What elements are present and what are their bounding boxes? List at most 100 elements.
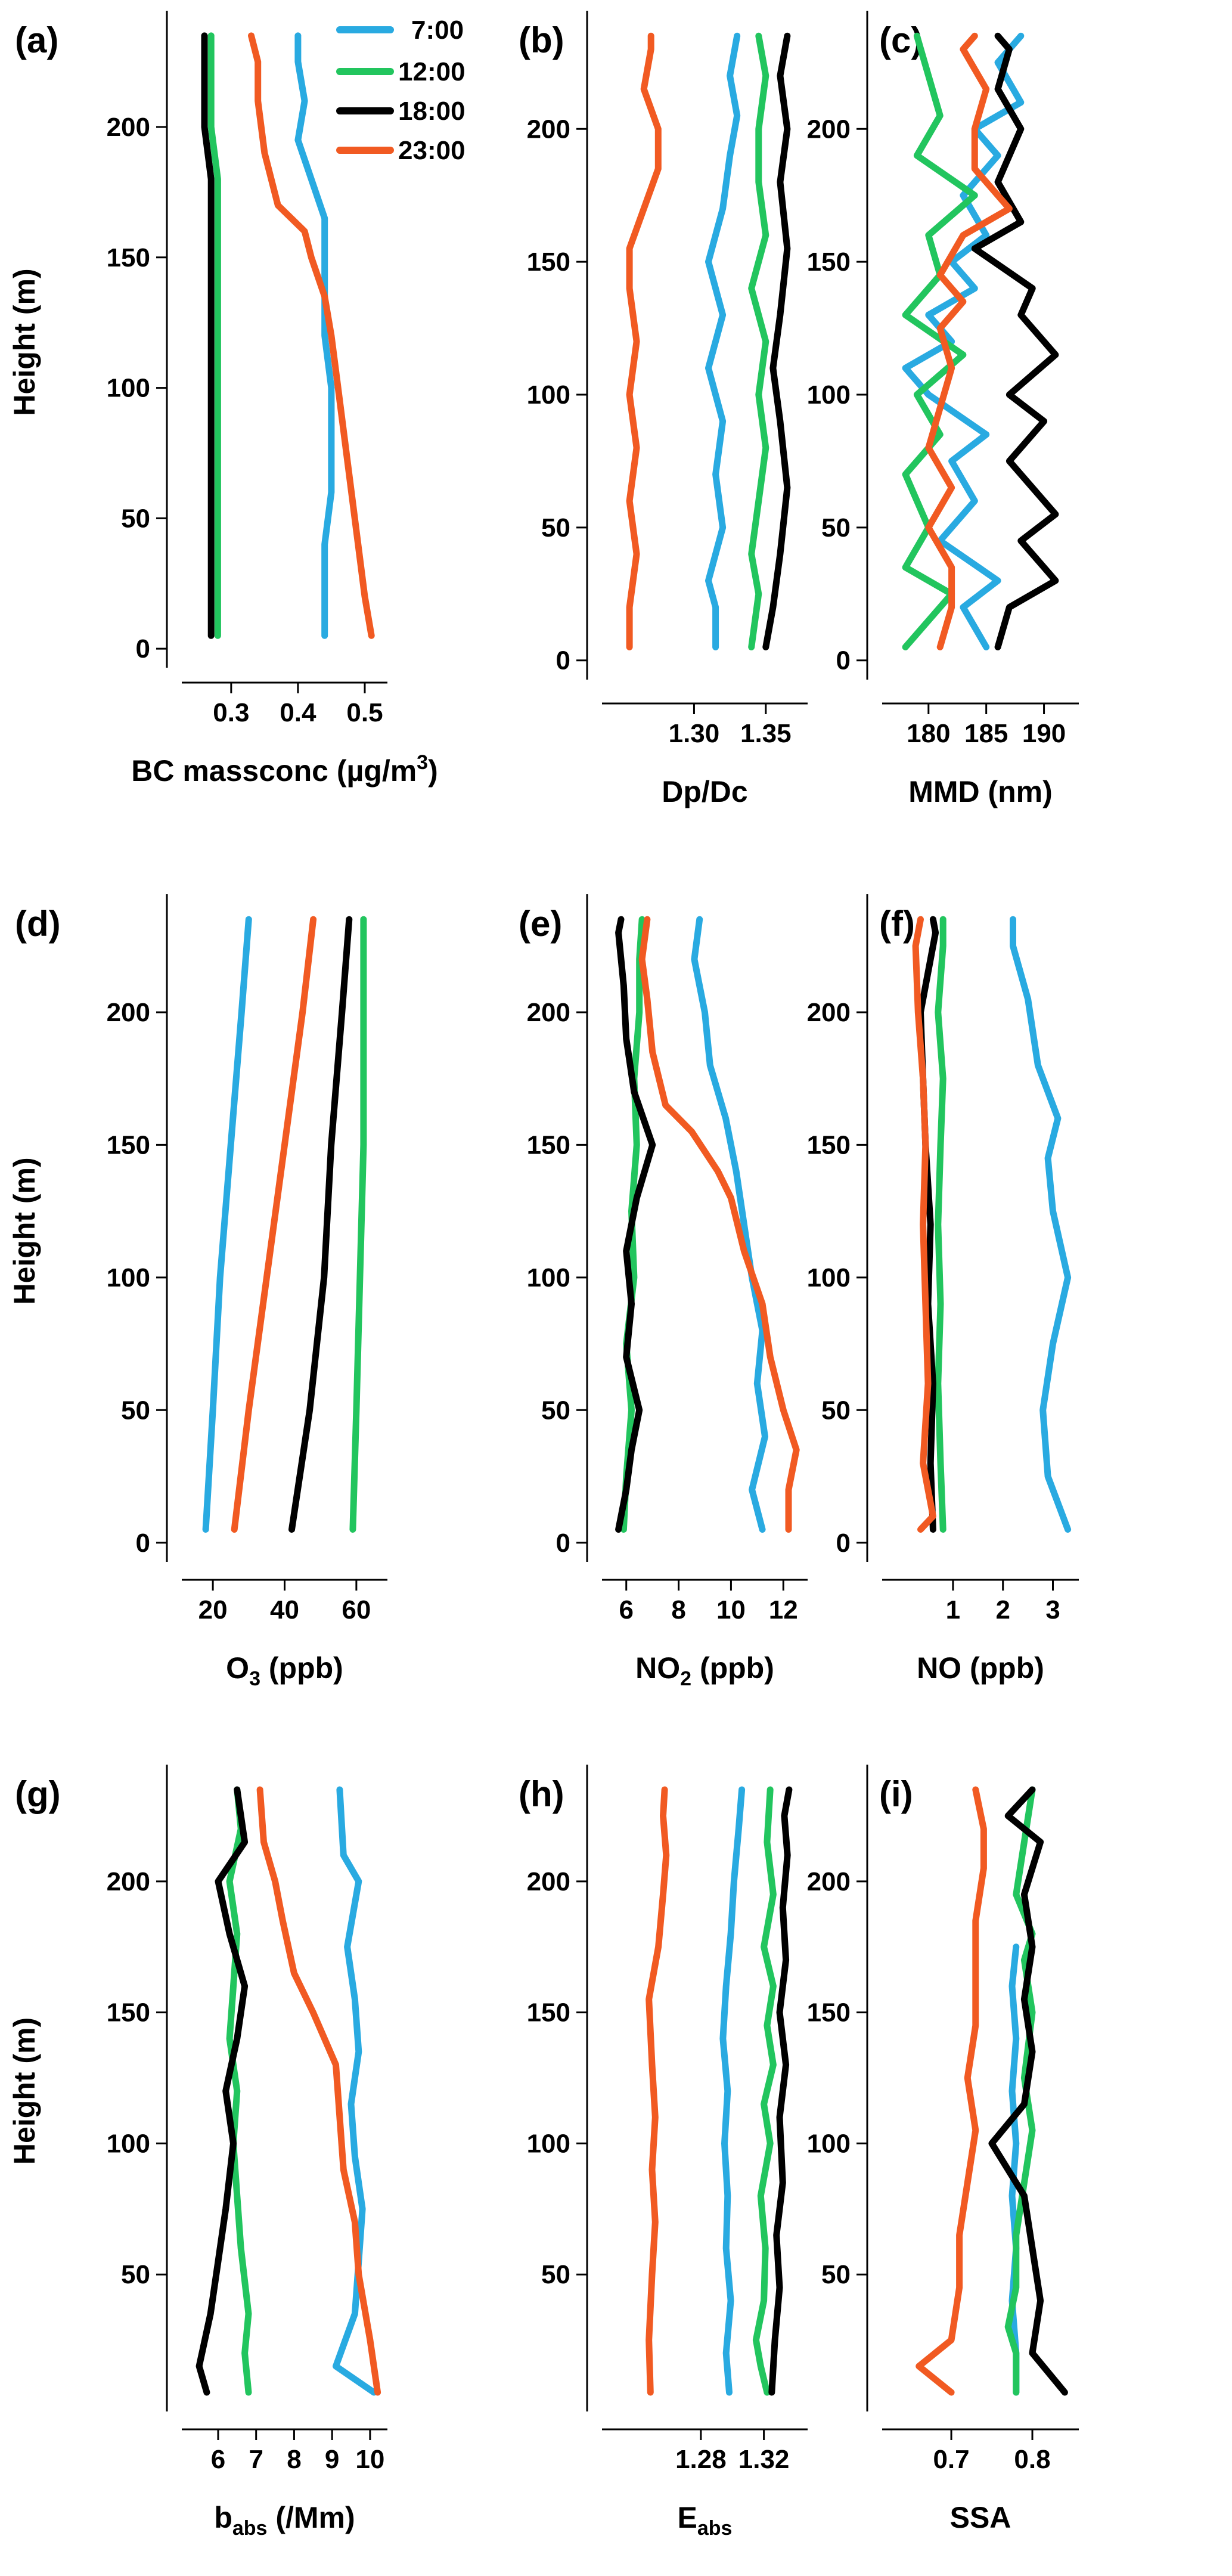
panel-b: (b) 0 50 100 150 200 1.30 1.35 Dp/Dc (519, 11, 808, 808)
legend-label-18-00: 18:00 (398, 97, 466, 126)
y-tick-label: 150 (107, 1998, 150, 2028)
x-axis-title: babs (/Mm) (214, 2501, 355, 2540)
series-line-12-00 (752, 1786, 777, 2396)
x-axis-title: NO2 (ppb) (635, 1651, 774, 1690)
y-tick-label: 100 (527, 380, 570, 410)
panel-label: (i) (879, 1774, 913, 1814)
series-line-12-00 (748, 32, 769, 650)
series-line-7-00 (691, 916, 768, 1533)
x-tick-label: 2 (995, 1595, 1010, 1625)
series-line-23-00 (646, 1786, 670, 2396)
y-tick-label: 200 (107, 998, 150, 1027)
series-line-12-00 (1004, 1786, 1036, 2396)
y-tick-label: 200 (527, 998, 570, 1027)
series-line-7-00 (719, 1786, 746, 2396)
x-tick-label: 12 (769, 1595, 798, 1625)
y-tick-label: 150 (807, 1998, 851, 2028)
panel-label: (e) (519, 904, 562, 944)
x-tick-label: 0.7 (933, 2445, 969, 2474)
panel-label: (a) (15, 20, 58, 60)
x-axis-title: NO (ppb) (917, 1651, 1044, 1685)
x-tick-label: 0.5 (346, 698, 383, 727)
x-tick-label: 1.28 (675, 2445, 727, 2474)
x-tick-label: 0.8 (1014, 2445, 1050, 2474)
y-axis-title: Height (m) (8, 2017, 41, 2165)
y-tick-label: 150 (107, 1130, 150, 1160)
panel-e: (e) 0 50 100 150 200 6 8 10 12 NO2 (ppb) (519, 894, 808, 1690)
y-tick-label: 100 (807, 1263, 851, 1292)
y-tick-label: 0 (836, 1529, 851, 1558)
series-line-23-00 (626, 32, 662, 650)
y-tick-label: 50 (821, 2260, 851, 2289)
y-tick-label: 50 (821, 1396, 851, 1425)
x-tick-label: 20 (198, 1595, 228, 1625)
series-line-12-00 (226, 1786, 252, 2396)
y-tick-label: 200 (527, 114, 570, 144)
series-line-18-00 (988, 1786, 1068, 2396)
x-axis-title: Eabs (678, 2501, 733, 2540)
y-tick-label: 100 (107, 374, 150, 403)
x-tick-label: 10 (355, 2445, 384, 2474)
y-tick-label: 100 (107, 2129, 150, 2158)
x-axis-title: BC massconc (µg/m3) (131, 751, 438, 788)
series-line-23-00 (925, 32, 1013, 650)
panel-label: (b) (519, 20, 564, 60)
series-line-23-00 (231, 916, 317, 1533)
panel-a: (a) 0 50 100 150 200 0.3 0.4 0.5 BC massconc (µg/… (8, 11, 438, 788)
x-tick-label: 9 (325, 2445, 339, 2474)
panel-f: (f) 0 50 100 150 200 1 2 3NO (ppb) (807, 894, 1079, 1685)
panel-label: (d) (15, 904, 61, 944)
series-line-12-00 (349, 916, 367, 1533)
y-tick-label: 100 (527, 1263, 570, 1292)
y-axis-title: Height (m) (8, 1157, 41, 1304)
x-tick-label: 6 (211, 2445, 225, 2474)
series-line-7-00 (333, 1786, 377, 2396)
y-axis-title: Height (m) (8, 268, 41, 416)
series-line-7-00 (1010, 916, 1072, 1533)
x-axis-title: O3 (ppb) (226, 1651, 343, 1690)
series-line-18-00 (768, 1786, 793, 2396)
y-tick-label: 0 (136, 634, 150, 664)
series-line-18-00 (762, 32, 791, 650)
x-tick-label: 0.4 (280, 698, 316, 727)
legend-label-12-00: 12:00 (398, 57, 466, 86)
x-tick-label: 8 (671, 1595, 685, 1625)
y-tick-label: 0 (836, 646, 851, 675)
y-tick-label: 100 (807, 380, 851, 410)
x-tick-label: 0.3 (213, 698, 249, 727)
x-tick-label: 10 (716, 1595, 746, 1625)
y-tick-label: 0 (136, 1529, 150, 1558)
y-tick-label: 50 (541, 1396, 570, 1425)
y-tick-label: 50 (821, 513, 851, 543)
y-tick-label: 150 (807, 1130, 851, 1160)
series-line-12-00 (207, 32, 221, 639)
x-axis-title: Dp/Dc (662, 775, 747, 808)
y-tick-label: 0 (556, 646, 570, 675)
series-line-18-00 (288, 916, 353, 1533)
series-line-18-00 (201, 32, 215, 639)
panel-label: (f) (879, 904, 915, 944)
x-tick-label: 1.30 (669, 719, 720, 748)
y-tick-label: 50 (541, 2260, 570, 2289)
x-tick-label: 1 (946, 1595, 960, 1625)
x-tick-label: 1.32 (738, 2445, 790, 2474)
series-line-7-00 (1008, 1943, 1020, 2396)
x-tick-label: 1.35 (740, 719, 792, 748)
y-tick-label: 150 (807, 247, 851, 277)
x-tick-label: 60 (342, 1595, 371, 1625)
x-tick-label: 190 (1022, 719, 1066, 748)
x-axis-title: SSA (950, 2501, 1011, 2534)
series-line-18-00 (971, 32, 1059, 650)
panel-label: (g) (15, 1774, 61, 1814)
x-tick-label: 3 (1045, 1595, 1060, 1625)
y-tick-label: 50 (541, 513, 570, 543)
y-tick-label: 200 (527, 1867, 570, 1896)
x-tick-label: 180 (907, 719, 950, 748)
panel-label: (h) (519, 1774, 564, 1814)
y-tick-label: 100 (527, 2129, 570, 2158)
